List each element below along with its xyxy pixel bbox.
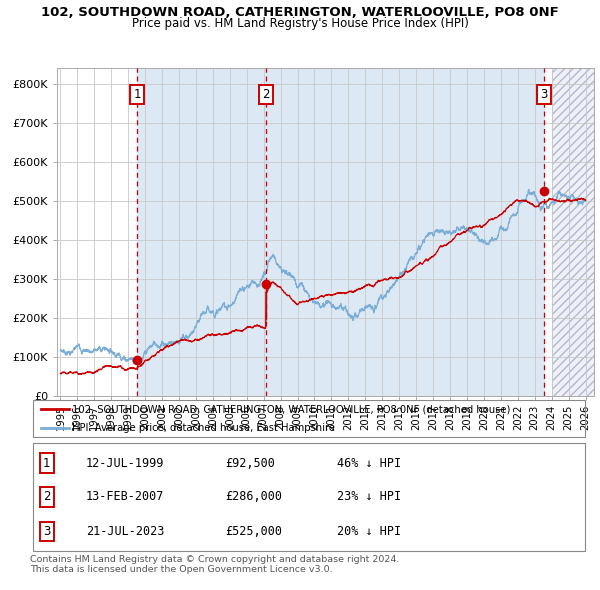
Text: £286,000: £286,000 [226, 490, 282, 503]
Text: £92,500: £92,500 [226, 457, 275, 470]
Text: 3: 3 [541, 88, 548, 101]
Text: 102, SOUTHDOWN ROAD, CATHERINGTON, WATERLOOVILLE, PO8 0NF (detached house): 102, SOUTHDOWN ROAD, CATHERINGTON, WATER… [72, 404, 510, 414]
Text: 102, SOUTHDOWN ROAD, CATHERINGTON, WATERLOOVILLE, PO8 0NF: 102, SOUTHDOWN ROAD, CATHERINGTON, WATER… [41, 6, 559, 19]
Text: 3: 3 [43, 525, 50, 538]
Text: £525,000: £525,000 [226, 525, 282, 538]
Text: 1: 1 [43, 457, 50, 470]
Text: 1: 1 [133, 88, 141, 101]
Text: Contains HM Land Registry data © Crown copyright and database right 2024.
This d: Contains HM Land Registry data © Crown c… [30, 555, 400, 574]
Text: 12-JUL-1999: 12-JUL-1999 [86, 457, 164, 470]
Text: 2: 2 [43, 490, 50, 503]
Text: Price paid vs. HM Land Registry's House Price Index (HPI): Price paid vs. HM Land Registry's House … [131, 17, 469, 30]
Text: HPI: Average price, detached house, East Hampshire: HPI: Average price, detached house, East… [72, 422, 335, 432]
Text: 46% ↓ HPI: 46% ↓ HPI [337, 457, 401, 470]
Text: 21-JUL-2023: 21-JUL-2023 [86, 525, 164, 538]
Text: 20% ↓ HPI: 20% ↓ HPI [337, 525, 401, 538]
Text: 2: 2 [262, 88, 269, 101]
Text: 23% ↓ HPI: 23% ↓ HPI [337, 490, 401, 503]
Bar [137, 68, 266, 396]
Bar [266, 68, 544, 396]
Text: 13-FEB-2007: 13-FEB-2007 [86, 490, 164, 503]
